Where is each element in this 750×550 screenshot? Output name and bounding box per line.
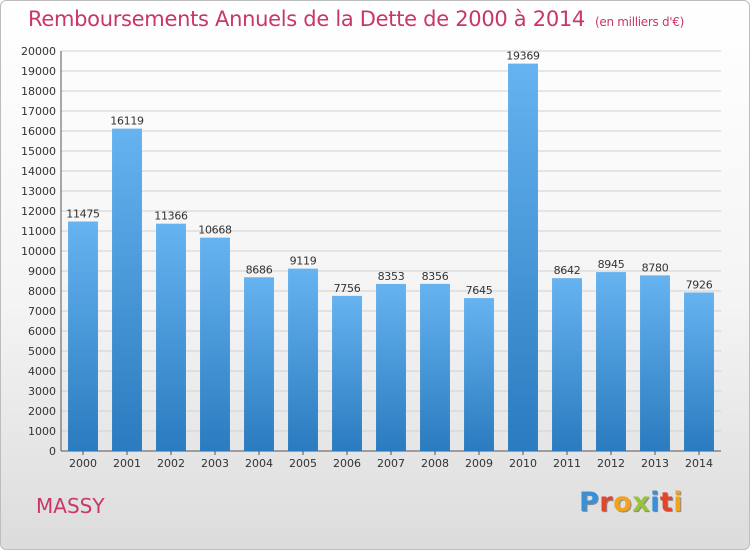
x-tick-label-2001: 2001 [113,457,141,470]
y-tick-label: 2000 [28,405,56,418]
bar-2000 [68,221,98,451]
logo-letter: o [613,487,633,518]
bar-2005 [288,268,318,451]
data-label-2008: 8356 [422,270,449,283]
x-tick-label-2013: 2013 [641,457,669,470]
data-label-2007: 8353 [378,270,405,283]
y-tick-label: 10000 [21,245,56,258]
y-tick-label: 12000 [21,205,56,218]
data-label-2012: 8945 [598,258,625,271]
y-tick-label: 11000 [21,225,56,238]
bar-2013 [640,275,670,451]
data-label-2003: 10668 [198,224,232,237]
x-tick-label-2007: 2007 [377,457,405,470]
logo-letter: x [632,487,651,518]
x-tick-label-2012: 2012 [597,457,625,470]
y-tick-label: 7000 [28,305,56,318]
label-layer: 0 1000 2000 3000 4000 5000 6000 7000 8000 9000 100… [21,45,713,470]
bar-2009 [464,298,494,451]
data-label-2004: 8686 [246,263,273,276]
x-tick-label-2002: 2002 [157,457,185,470]
bar-2010 [508,63,538,452]
x-tick-label-2005: 2005 [289,457,317,470]
logo-letter: P [579,487,600,518]
y-tick-label: 5000 [28,345,56,358]
bar-layer [68,63,714,452]
bar-2007 [376,283,406,451]
bar-2011 [552,278,582,451]
data-label-2006: 7756 [334,282,361,295]
x-tick-label-2003: 2003 [201,457,229,470]
bar-2002 [156,223,186,451]
x-tick-label-2000: 2000 [69,457,97,470]
bar-2004 [244,277,274,451]
y-tick-label: 20000 [21,45,56,58]
y-tick-label: 3000 [28,385,56,398]
x-tick-label-2009: 2009 [465,457,493,470]
data-label-2002: 11366 [154,210,188,223]
y-tick-label: 14000 [21,165,56,178]
y-tick-label: 18000 [21,85,56,98]
data-label-2014: 7926 [686,278,713,291]
y-tick-label: 8000 [28,285,56,298]
chart-title: Remboursements Annuels de la Dette de 20… [28,7,684,31]
x-tick-label-2008: 2008 [421,457,449,470]
bar-2008 [420,283,450,451]
x-tick-label-2010: 2010 [509,457,537,470]
bar-2001 [112,128,142,451]
chart-title-text: Remboursements Annuels de la Dette de 20… [28,7,585,31]
logo-letter: t [659,487,674,518]
y-tick-label: 1000 [28,425,56,438]
x-tick-label-2014: 2014 [685,457,713,470]
x-tick-label-2006: 2006 [333,457,361,470]
logo-letter: r [599,487,614,518]
bar-2006 [332,295,362,451]
bar-2014 [684,292,714,451]
data-label-2001: 16119 [110,115,144,128]
logo-letter: i [673,487,684,518]
data-label-2000: 11475 [66,208,100,221]
y-tick-label: 0 [49,445,56,458]
bar-2003 [200,237,230,451]
y-tick-label: 15000 [21,145,56,158]
chart-subtitle: (en milliers d'€) [595,15,685,29]
y-tick-label: 17000 [21,105,56,118]
data-label-2010: 19369 [506,50,540,63]
data-label-2011: 8642 [554,264,581,277]
y-tick-label: 4000 [28,365,56,378]
data-label-2013: 8780 [642,261,669,274]
y-tick-label: 13000 [21,185,56,198]
y-tick-label: 6000 [28,325,56,338]
proxiti-logo: Proxiti [579,487,691,527]
town-name: MASSY [36,494,105,518]
bar-2012 [596,272,626,451]
x-tick-label-2011: 2011 [553,457,581,470]
y-tick-label: 9000 [28,265,56,278]
data-label-2005: 9119 [290,255,317,268]
y-tick-label: 16000 [21,125,56,138]
x-tick-label-2004: 2004 [245,457,273,470]
data-label-2009: 7645 [466,284,493,297]
logo-letter: i [650,487,660,518]
y-tick-label: 19000 [21,65,56,78]
